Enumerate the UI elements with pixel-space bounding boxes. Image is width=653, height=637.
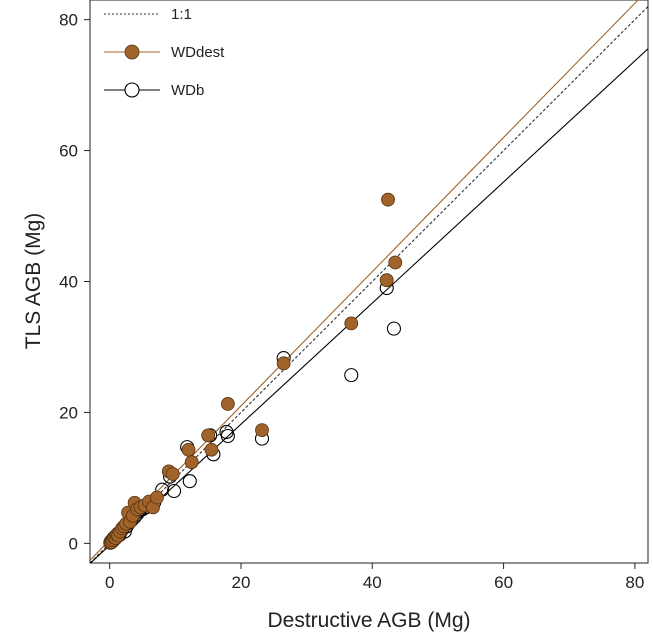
legend-wddest-marker bbox=[124, 44, 140, 60]
wdb-point bbox=[182, 474, 197, 489]
x-axis-title: Destructive AGB (Mg) bbox=[267, 609, 470, 632]
wdb-point bbox=[166, 483, 182, 499]
data-points bbox=[103, 192, 403, 550]
x-tick-label: 40 bbox=[363, 573, 382, 592]
y-tick-label: 40 bbox=[59, 273, 78, 292]
x-tick-label: 0 bbox=[105, 573, 114, 592]
legend-label: 1:1 bbox=[171, 6, 192, 23]
wddest-point bbox=[204, 442, 219, 457]
x-tick-label: 20 bbox=[232, 573, 251, 592]
wddest-point bbox=[255, 423, 269, 438]
y-tick-label: 80 bbox=[59, 11, 78, 30]
wddest-point bbox=[184, 455, 199, 470]
x-axis-ticks: 0 20 40 60 80 bbox=[105, 563, 644, 592]
legend-wdb-marker bbox=[124, 82, 140, 98]
y-tick-label: 0 bbox=[69, 534, 78, 553]
legend: 1:1 WDdest WDb bbox=[104, 6, 225, 99]
legend-label: WDb bbox=[171, 82, 204, 99]
wddest-point bbox=[220, 397, 235, 411]
wddest-point bbox=[150, 490, 164, 505]
wddest-point bbox=[381, 192, 395, 207]
y-tick-label: 20 bbox=[59, 403, 78, 422]
wddest-point bbox=[276, 356, 291, 371]
one-to-one-line bbox=[90, 6, 648, 563]
y-tick-label: 60 bbox=[59, 142, 78, 161]
y-axis-ticks: 0 20 40 60 80 bbox=[59, 11, 90, 553]
wddest-point bbox=[388, 255, 403, 270]
y-axis-title: TLS AGB (Mg) bbox=[22, 213, 45, 350]
wdb-fit-line bbox=[90, 48, 648, 563]
wdb-point bbox=[386, 321, 401, 336]
wddest-point bbox=[344, 316, 359, 331]
x-tick-label: 80 bbox=[625, 573, 644, 592]
legend-label: WDdest bbox=[171, 44, 225, 61]
x-tick-label: 60 bbox=[494, 573, 513, 592]
regression-lines bbox=[90, 0, 648, 563]
wddest-point bbox=[165, 467, 180, 481]
wddest-point bbox=[379, 273, 394, 288]
wdb-point bbox=[344, 368, 359, 383]
wddest-point bbox=[181, 442, 196, 457]
wddest-fit-line bbox=[90, 0, 639, 561]
wddest-point bbox=[201, 428, 216, 443]
wdb-point bbox=[220, 428, 235, 444]
